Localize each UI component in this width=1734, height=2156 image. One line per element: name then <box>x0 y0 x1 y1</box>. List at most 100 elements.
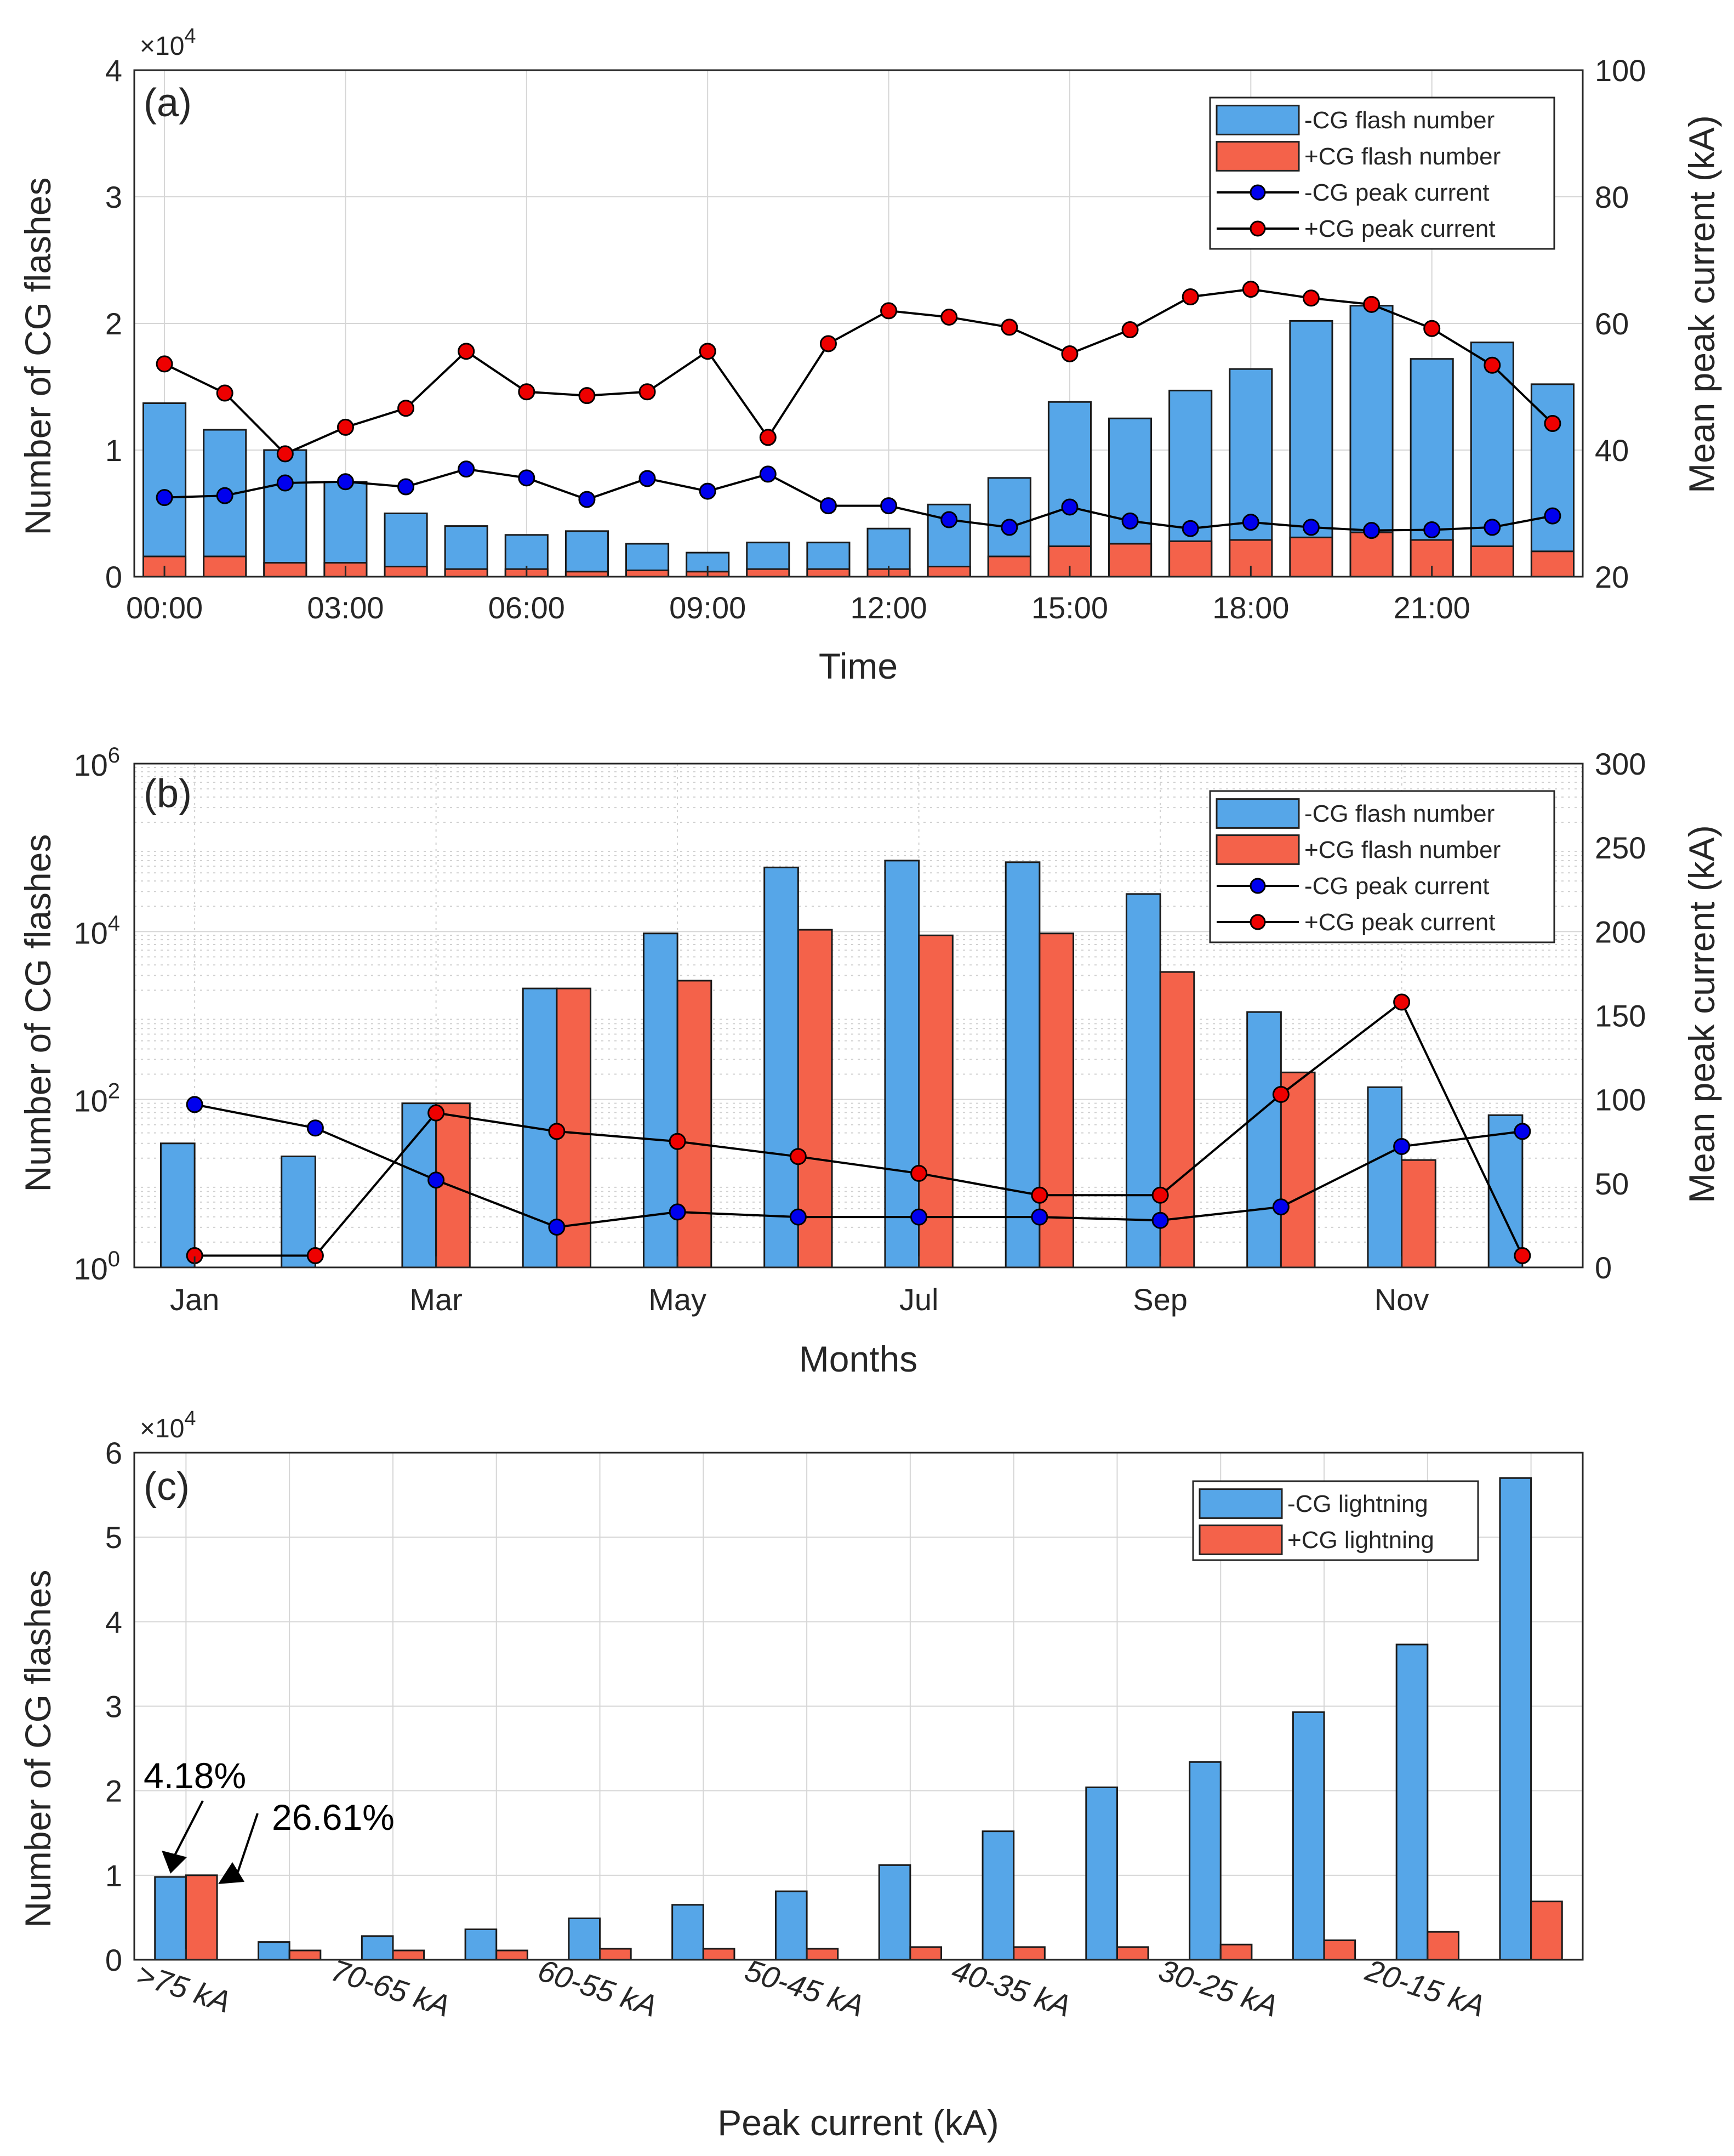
arrow-pos-shaft <box>237 1813 259 1873</box>
neg-current-point <box>276 474 294 492</box>
x-tick-label: 12:00 <box>850 590 927 625</box>
panel-label-c: (c) <box>144 1465 190 1509</box>
legend-label-0: -CG lightning <box>1287 1491 1428 1517</box>
neg-current-point <box>1031 1208 1048 1226</box>
neg-cg-bar <box>564 530 609 578</box>
legend-label-1: +CG flash number <box>1304 837 1501 863</box>
neg-cg-bar <box>1005 861 1041 1268</box>
neg-current-point <box>336 473 354 491</box>
pos-cg-bar <box>444 568 488 578</box>
x-tick-label: 21:00 <box>1394 590 1470 625</box>
neg-current-point <box>1544 507 1561 525</box>
pos-current-line <box>195 1000 1524 1257</box>
neg-current-point <box>548 1218 566 1236</box>
pos-current-point <box>1484 356 1501 374</box>
pos-cg-bar <box>746 568 790 578</box>
arrow-neg-head <box>162 1850 187 1874</box>
legend-marker-3 <box>1250 914 1266 930</box>
neg-cg-bar <box>878 1864 911 1961</box>
neg-cg-bar <box>1292 1711 1325 1961</box>
neg-current-point <box>1151 1211 1169 1229</box>
legend-label-0: -CG flash number <box>1304 800 1495 827</box>
pos-current-point <box>669 1133 686 1150</box>
neg-current-point <box>186 1096 203 1113</box>
neg-cg-bar <box>671 1904 704 1961</box>
x-tick-label: Mar <box>409 1282 462 1317</box>
x-axis-label-b: Months <box>799 1339 917 1379</box>
pos-current-point <box>427 1104 445 1122</box>
x-tick-label: 15:00 <box>1031 590 1108 625</box>
legend-label-1: +CG lightning <box>1287 1527 1434 1554</box>
neg-current-point <box>397 478 415 496</box>
y2-tick-label: 60 <box>1595 306 1629 341</box>
x-tick-label: 40-35 kA <box>948 1953 1075 2023</box>
pos-current-point <box>156 355 173 373</box>
legend-swatch-1 <box>1216 141 1300 172</box>
neg-cg-bar <box>1470 342 1514 578</box>
legend-label-1: +CG flash number <box>1304 143 1501 170</box>
neg-cg-bar <box>763 866 799 1268</box>
y-tick-label: 1 <box>105 433 122 468</box>
pos-current-point <box>1031 1186 1048 1204</box>
legend-label-2: -CG peak current <box>1304 179 1489 206</box>
neg-current-point <box>1423 521 1441 539</box>
neg-current-point <box>1121 512 1139 530</box>
x-tick-label: May <box>648 1282 706 1317</box>
pos-current-point <box>1182 288 1199 305</box>
pos-cg-bar <box>1280 1071 1316 1268</box>
legend-swatch-0 <box>1216 105 1300 135</box>
y-tick-label: 0 <box>105 560 122 594</box>
neg-cg-bar <box>982 1830 1015 1961</box>
x-tick-label: 70-65 kA <box>327 1953 455 2023</box>
legend-label-2: -CG peak current <box>1304 873 1489 900</box>
legend-a: -CG flash number +CG flash number -CG peak… <box>1209 96 1555 250</box>
pos-cg-bar <box>384 566 428 578</box>
pos-cg-bar <box>185 1874 218 1961</box>
pos-current-point <box>276 445 294 463</box>
pos-current-point <box>1121 321 1139 339</box>
neg-current-line <box>164 468 1553 532</box>
pos-cg-bar <box>625 569 670 578</box>
legend-marker-2 <box>1250 184 1266 201</box>
x-tick-label: 00:00 <box>126 590 203 625</box>
annotation-pos-percent: 26.61% <box>272 1797 395 1838</box>
arrow-neg-shaft <box>174 1800 204 1856</box>
neg-cg-bar <box>1395 1643 1429 1961</box>
neg-cg-bar <box>154 1876 187 1961</box>
pos-cg-bar <box>1108 543 1153 578</box>
pos-cg-bar <box>1530 1901 1563 1961</box>
plot-frame-b <box>133 763 1584 1268</box>
neg-cg-bar <box>258 1941 290 1961</box>
pos-current-point <box>336 418 354 436</box>
neg-cg-bar <box>1367 1086 1403 1268</box>
pos-cg-bar <box>1401 1159 1436 1268</box>
x-tick-label: Jan <box>170 1282 219 1317</box>
pos-cg-bar <box>392 1949 425 1961</box>
neg-current-point <box>1182 520 1199 537</box>
neg-cg-bar <box>774 1890 808 1961</box>
pos-cg-bar <box>676 980 712 1268</box>
pos-current-point <box>458 343 475 360</box>
y2-tick-label: 250 <box>1595 830 1646 865</box>
legend-label-3: +CG peak current <box>1304 215 1496 242</box>
neg-current-point <box>1061 498 1079 516</box>
pos-cg-bar <box>1323 1939 1356 1961</box>
arrow-pos-head <box>218 1862 245 1884</box>
y2-tick-label: 100 <box>1595 53 1646 88</box>
pos-current-point <box>910 1164 928 1182</box>
pos-cg-bar <box>987 555 1031 578</box>
x-tick-label: Nov <box>1374 1282 1429 1317</box>
neg-current-point <box>669 1203 686 1221</box>
y-tick-label: 0 <box>105 1943 122 1977</box>
pos-current-point <box>1514 1247 1531 1265</box>
pos-cg-bar <box>1116 1946 1149 1961</box>
y-tick-label: 4 <box>105 1605 122 1639</box>
y2-tick-label: 300 <box>1595 747 1646 781</box>
neg-cg-bar <box>884 860 920 1268</box>
neg-cg-bar <box>263 449 307 578</box>
legend-marker-2 <box>1250 878 1266 894</box>
pos-cg-bar <box>495 1949 528 1961</box>
pos-cg-bar <box>203 555 247 578</box>
pos-current-point <box>1001 318 1018 336</box>
